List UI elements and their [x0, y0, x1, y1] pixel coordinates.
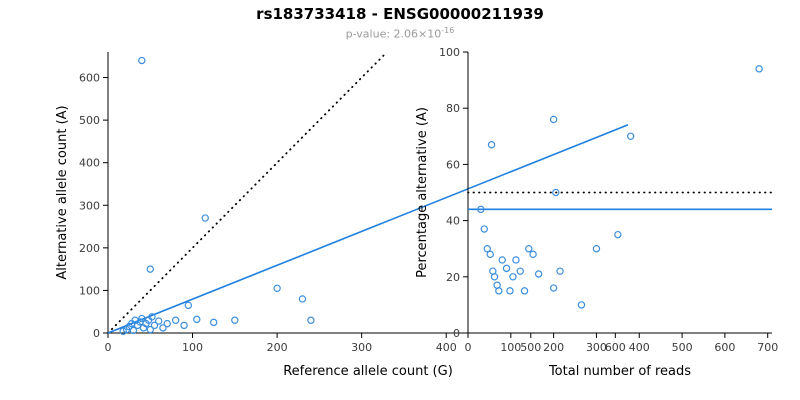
data-point [627, 132, 635, 140]
data-point [298, 295, 307, 303]
x-tick-label: 300 [586, 341, 607, 354]
fit-line [107, 124, 629, 334]
pvalue-text: p-value: 2.06×10 [345, 27, 442, 41]
y-tick-label: 60 [446, 158, 460, 171]
y-tick-label: 20 [446, 271, 460, 284]
data-point [193, 315, 201, 324]
data-point [495, 287, 503, 295]
data-point [506, 287, 514, 295]
x-axis-title: Reference allele count (G) [283, 364, 453, 379]
data-point [201, 214, 209, 222]
y-tick-label: 0 [453, 327, 460, 340]
y-tick-label: 0 [93, 327, 100, 340]
y-tick-label: 80 [446, 102, 460, 115]
identity-line [107, 51, 388, 334]
x-tick-label: 500 [672, 341, 693, 354]
data-point [487, 141, 496, 149]
data-point [477, 205, 485, 214]
data-point [150, 321, 159, 330]
y-tick-label: 300 [79, 199, 100, 212]
x-tick-label: 200 [267, 341, 288, 354]
data-point [180, 321, 188, 330]
data-point [231, 316, 239, 324]
percentage-alternative-scatter: 0 100 200 300 400 500 600 700 0 20 40 60 80 100 Total … [415, 46, 778, 379]
data-point [525, 244, 533, 253]
y-tick-label: 100 [79, 284, 100, 297]
data-point [556, 267, 564, 275]
data-point [486, 250, 494, 259]
data-point [549, 115, 558, 124]
x-tick-label: 0 [465, 341, 472, 354]
x-tick-label: 400 [436, 341, 457, 354]
x-tick-label: 400 [629, 341, 650, 354]
y-axis-title: Alternative allele count (A) [55, 105, 70, 279]
data-point [138, 56, 146, 65]
data-point [549, 284, 558, 292]
pvalue-subtitle: p-value: 2.06×10-16 [0, 26, 800, 41]
y-tick-label: 100 [439, 46, 460, 59]
data-point [614, 230, 622, 239]
data-point [552, 188, 560, 197]
x-tick-label: 600 [714, 341, 735, 354]
data-point [498, 256, 506, 264]
data-point [490, 273, 499, 281]
data-point [520, 287, 529, 295]
x-tick-label: 700 [757, 341, 778, 354]
data-point [184, 301, 193, 310]
y-tick-label: 400 [79, 157, 100, 170]
data-point [146, 265, 154, 273]
y-tick-label: 40 [446, 215, 460, 228]
data-point [273, 284, 281, 292]
data-point [307, 316, 315, 324]
x-tick-label: 100 [500, 341, 521, 354]
allele-counts-scatter: 0 100 200 300 400 500 6000100200300400500600Re… [55, 51, 629, 379]
x-tick-label: 600 [605, 341, 626, 354]
data-point [516, 267, 524, 275]
pvalue-exponent: -16 [441, 26, 455, 35]
y-tick-label: 600 [79, 72, 100, 85]
data-point [534, 270, 543, 278]
data-point [138, 314, 146, 323]
x-tick-label: 200 [543, 341, 564, 354]
data-point [529, 250, 537, 259]
y-tick-label: 200 [79, 242, 100, 255]
x-axis-title: Total number of reads [548, 364, 691, 379]
data-point [577, 301, 586, 309]
data-point [512, 256, 520, 264]
data-point [209, 318, 218, 327]
data-point [592, 244, 601, 253]
x-tick-label: 300 [351, 341, 372, 354]
data-point [129, 326, 138, 335]
x-tick-label: 0 [105, 341, 112, 354]
x-tick-label: 500 [520, 341, 541, 354]
y-axis-title: Percentage alternative (A) [415, 107, 430, 278]
y-tick-label: 500 [79, 114, 100, 127]
data-point [480, 225, 488, 233]
data-point [171, 316, 180, 324]
data-point [163, 319, 171, 328]
data-point [146, 325, 154, 334]
data-point [155, 317, 163, 325]
x-tick-label: 100 [182, 341, 203, 354]
data-point [483, 244, 491, 253]
data-point [148, 313, 156, 321]
data-point [502, 264, 511, 273]
data-point [509, 273, 517, 281]
data-point [159, 324, 167, 332]
data-point [755, 65, 763, 73]
page-title: rs183733418 - ENSG00000211939 [256, 5, 544, 23]
